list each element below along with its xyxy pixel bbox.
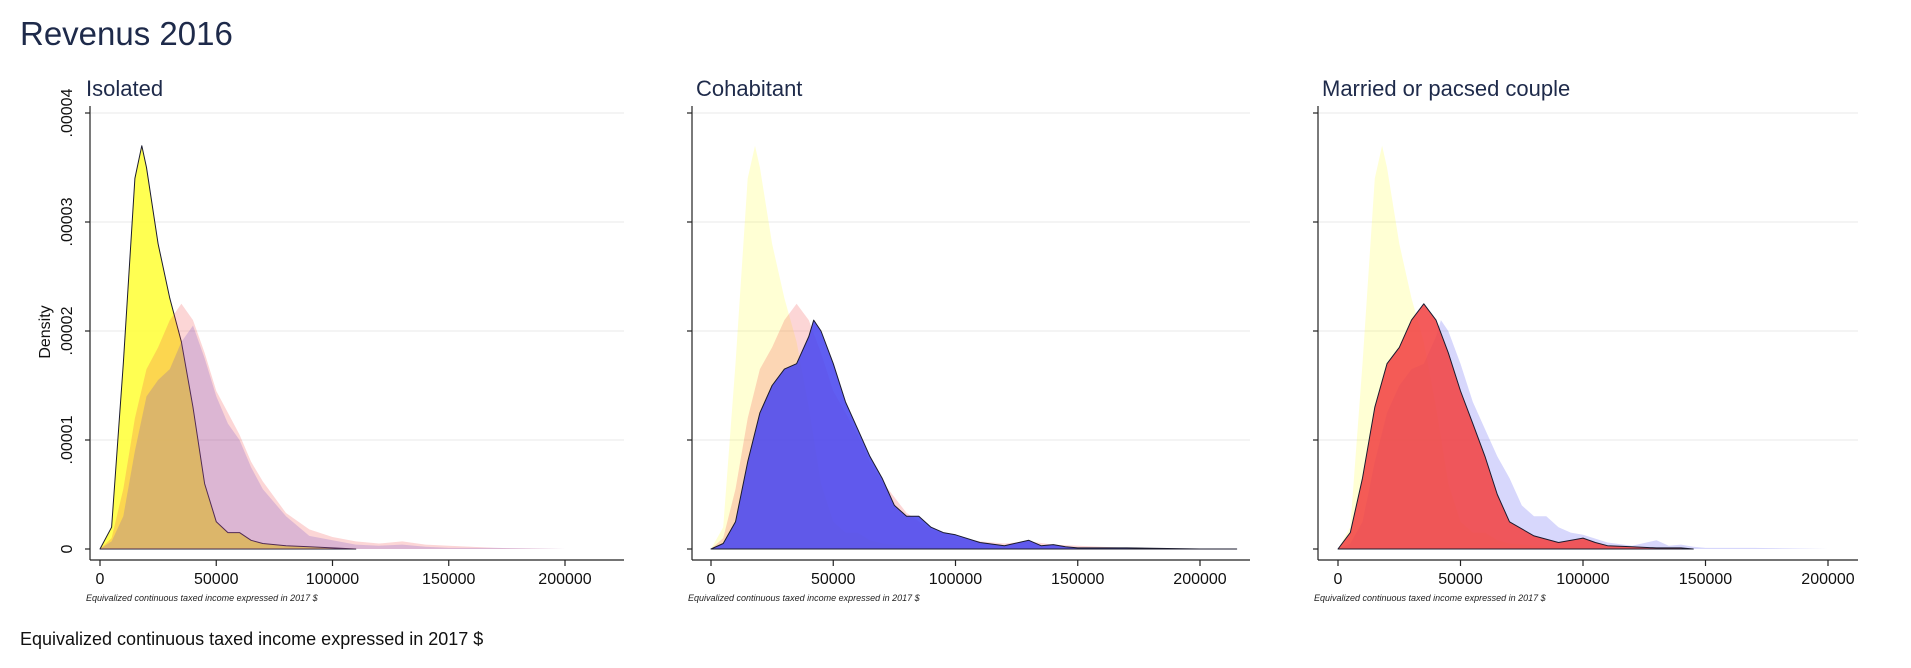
density-area-isolated — [99, 145, 357, 550]
bottom-note: Equivalized continuous taxed income expr… — [20, 629, 483, 649]
x-tick-label: 50000 — [1438, 571, 1483, 588]
x-tick-label: 200000 — [1173, 571, 1226, 588]
x-axis-title: Equivalized continuous taxed income expr… — [688, 593, 921, 603]
y-tick-label: .00001 — [59, 415, 76, 464]
panel-title-cohabitant: Cohabitant — [696, 76, 802, 101]
density-area-married-or-pacsed-couple — [100, 303, 565, 549]
x-tick-label: 0 — [96, 571, 105, 588]
y-tick-label: .00003 — [59, 197, 76, 246]
x-tick-label: 100000 — [929, 571, 982, 588]
x-tick-label: 150000 — [422, 571, 475, 588]
figure-title: Revenus 2016 — [20, 15, 233, 52]
y-tick-label: .00004 — [59, 88, 76, 137]
panel-cohabitant: Cohabitant 0 50000 100000 150000 200000 Equiva… — [687, 76, 1250, 603]
x-tick-label: 200000 — [1801, 571, 1854, 588]
x-tick-label: 200000 — [538, 571, 591, 588]
x-tick-label: 0 — [1334, 571, 1343, 588]
panel-title-isolated: Isolated — [86, 76, 163, 101]
x-axis-title: Equivalized continuous taxed income expr… — [1314, 593, 1547, 603]
x-tick-label: 0 — [707, 571, 716, 588]
x-tick-label: 150000 — [1051, 571, 1104, 588]
x-tick-label: 100000 — [306, 571, 359, 588]
x-tick-label: 50000 — [811, 571, 856, 588]
x-tick-label: 50000 — [194, 571, 239, 588]
density-area-cohabitant — [710, 319, 1238, 550]
panel-married: Married or pacsed couple 0 50000 100000 1500… — [1313, 76, 1858, 603]
y-tick-label: 0 — [59, 544, 76, 553]
panel-isolated: Isolated 0 .00001 .00002 .00003 .00004 0 50000 1… — [59, 76, 624, 603]
density-area-married-or-pacsed-couple — [1337, 303, 1694, 550]
x-tick-label: 150000 — [1679, 571, 1732, 588]
y-tick-label: .00002 — [59, 306, 76, 355]
x-axis-title: Equivalized continuous taxed income expr… — [86, 593, 319, 603]
y-axis-label: Density — [37, 305, 54, 358]
x-tick-label: 100000 — [1556, 571, 1609, 588]
panel-title-married-or-pacsed-couple: Married or pacsed couple — [1322, 76, 1570, 101]
density-area-cohabitant — [100, 325, 565, 549]
